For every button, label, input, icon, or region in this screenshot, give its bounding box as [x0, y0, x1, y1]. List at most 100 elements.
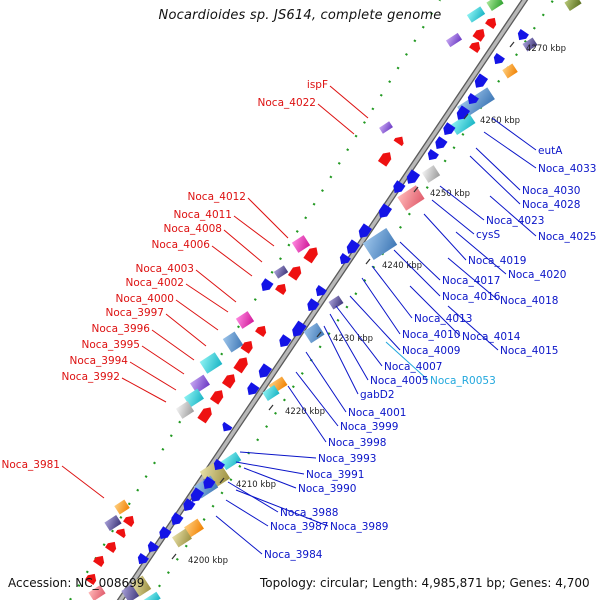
gene-box [273, 265, 289, 279]
leader-line [399, 241, 441, 281]
gene-arrow [287, 266, 302, 281]
gene-arrow [406, 169, 421, 184]
tick-label: 4230 kbp [333, 334, 373, 344]
leader-line [439, 185, 485, 221]
right-gene-label: Noca_3987 [270, 521, 328, 533]
left-gene-label: Noca_4008 [164, 223, 222, 235]
accession-text: Accession: NC_008699 [8, 576, 145, 590]
gene-arrow [456, 105, 471, 120]
right-gene-label: Noca_4007 [384, 361, 442, 373]
leader-line [129, 361, 177, 391]
map-title: Nocardioides sp. JS614, complete genome [158, 8, 442, 23]
topology-text: Topology: circular; Length: 4,985,871 bp… [260, 576, 590, 590]
tick-mark [413, 186, 419, 193]
gene-arrow [171, 512, 184, 525]
leader-line [175, 299, 219, 331]
right-gene-label: Noca_3984 [264, 549, 323, 561]
tick-mark [268, 404, 274, 411]
gene-box [114, 499, 130, 515]
gene-box [328, 295, 344, 310]
gene-box [172, 528, 192, 548]
gene-arrow [315, 285, 327, 297]
gene-box [502, 63, 518, 79]
leader-line [489, 195, 537, 237]
right-gene-label: Noca_3998 [328, 437, 386, 449]
gene-arrow [377, 152, 392, 167]
right-gene-label: Noca_4028 [522, 199, 580, 211]
tick-mark [219, 477, 225, 484]
left-gene-label: Noca_4000 [116, 293, 174, 305]
right-gene-label: Noca_3999 [340, 421, 398, 433]
gene-arrow [469, 41, 481, 53]
leader-line [247, 197, 289, 239]
right-gene-label: gabD2 [360, 389, 395, 401]
gene-arrow [247, 382, 260, 395]
right-gene-label: Noca_4005 [370, 375, 428, 387]
gene-arrow [105, 541, 117, 553]
gene-arrow [159, 526, 172, 539]
right-gene-label: Noca_R0053 [430, 375, 496, 387]
gene-box [175, 401, 195, 419]
leader-line [287, 385, 327, 443]
leader-line [223, 229, 263, 263]
gene-arrow [222, 421, 233, 432]
dotted-guide [69, 0, 441, 601]
leader-line [317, 103, 355, 135]
gene-arrow [279, 334, 292, 347]
gene-arrow [307, 298, 320, 311]
gene-box [564, 0, 582, 12]
gene-arrow [435, 136, 448, 149]
gene-arrow [221, 374, 236, 389]
right-gene-label: Noca_4016 [442, 291, 501, 303]
gene-box [421, 165, 441, 183]
leader-line [165, 313, 207, 347]
leader-line [329, 313, 369, 381]
leader-line [235, 489, 329, 527]
gene-arrow [339, 253, 351, 265]
gene-arrow [85, 573, 97, 585]
leader-line [349, 295, 401, 351]
leader-line [361, 277, 401, 335]
gene-box [88, 584, 106, 602]
gene-arrow [275, 283, 287, 295]
gene-arrow [358, 223, 373, 238]
gene-arrow [485, 17, 497, 29]
gene-arrow [203, 476, 216, 489]
gene-arrow [393, 136, 404, 147]
tick-label: 4270 kbp [526, 44, 566, 54]
gene-arrow [443, 122, 456, 135]
gene-arrow [303, 247, 318, 264]
gene-arrow [137, 553, 149, 565]
leader-line [447, 305, 499, 351]
gene-arrow [517, 29, 529, 41]
gene-arrow [115, 528, 126, 539]
gene-box [397, 185, 425, 211]
gene-arrow [261, 278, 274, 291]
right-gene-label: Noca_4015 [500, 345, 558, 357]
leader-line [239, 451, 317, 459]
left-gene-label: Noca_4011 [174, 209, 232, 221]
gene-arrow [472, 29, 485, 42]
left-gene-label: Noca_3995 [82, 339, 140, 351]
leader-line [195, 269, 237, 303]
tick-mark [463, 113, 469, 120]
gene-box [104, 514, 122, 532]
gene-box [522, 37, 538, 52]
gene-box [379, 121, 393, 134]
right-gene-label: Noca_4009 [402, 345, 460, 357]
right-gene-label: Noca_4013 [414, 313, 472, 325]
left-gene-label: Noca_4003 [136, 263, 194, 275]
right-gene-label: Noca_4025 [538, 231, 596, 243]
tick-label: 4200 kbp [188, 556, 228, 566]
gene-arrow [393, 180, 406, 193]
leader-line [211, 245, 253, 277]
tick-mark [171, 553, 177, 560]
leader-line [329, 85, 369, 119]
right-gene-label: Noca_4020 [508, 269, 566, 281]
tick-label: 4240 kbp [382, 261, 422, 271]
gene-arrow [233, 357, 248, 374]
leader-line [335, 305, 383, 367]
right-gene-label: Noca_4001 [348, 407, 406, 419]
tick-mark [509, 41, 515, 48]
